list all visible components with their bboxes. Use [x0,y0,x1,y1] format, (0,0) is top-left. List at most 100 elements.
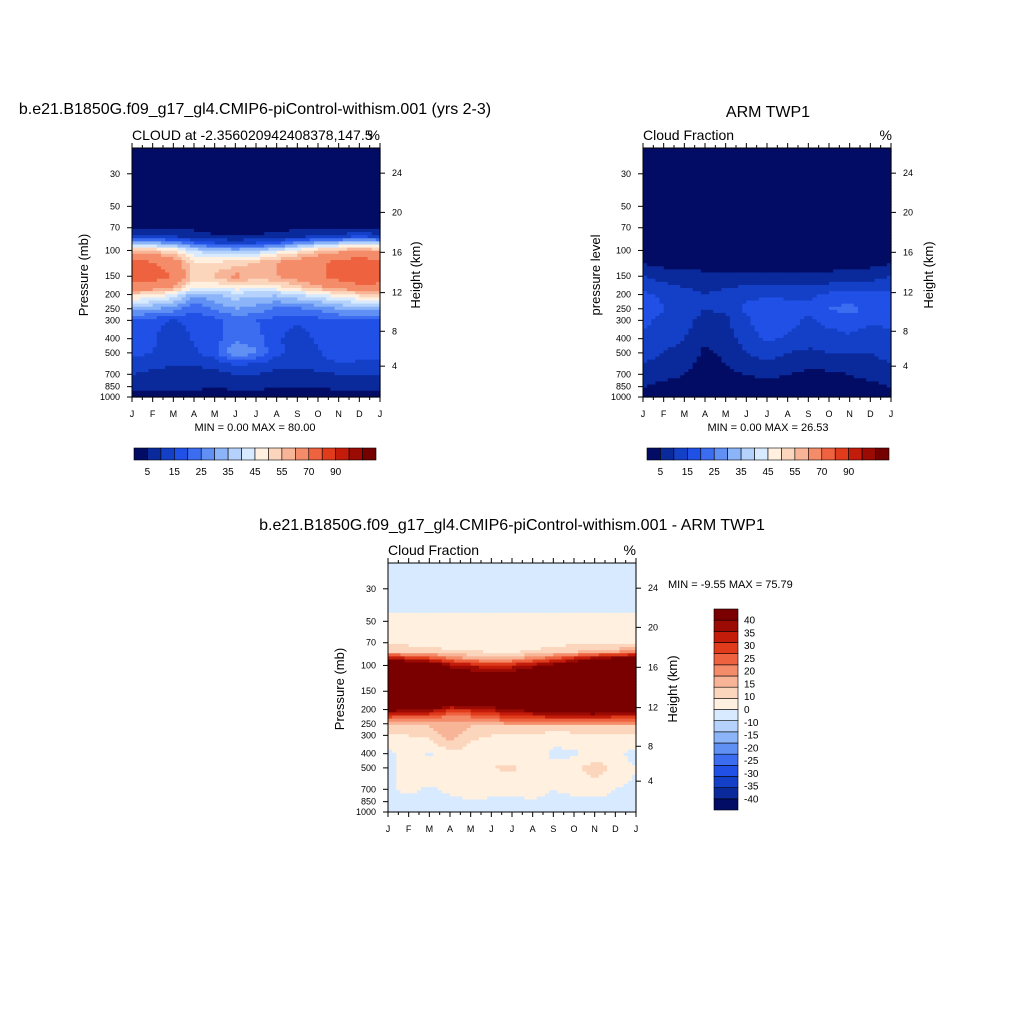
contour-cell [222,179,228,183]
contour-cell [256,176,261,180]
contour-cell [363,275,369,280]
contour-cell [301,316,307,320]
contour-cell [326,344,331,348]
contour-cell [313,219,319,224]
contour-cell [667,148,673,152]
contour-cell [156,207,162,211]
contour-cell [346,219,352,224]
contour-cell [280,303,286,308]
contour-cell [334,278,340,283]
contour-cell [148,272,154,277]
contour-cell [156,247,162,252]
contour-cell [322,191,327,196]
contour-cell [280,154,286,158]
contour-cell [210,179,216,183]
contour-cell [165,244,170,249]
contour-cell [181,169,187,174]
contour-cell [214,219,220,224]
contour-cell [165,250,170,255]
contour-cell [367,322,373,327]
contour-cell [235,319,241,323]
contour-cell [351,362,356,367]
contour-cell [239,325,245,330]
contour-cell [218,356,224,361]
contour-cell [169,312,174,317]
contour-cell [272,185,278,190]
contour-cell [185,365,191,370]
contour-cell [173,194,179,199]
contour-cell [272,241,278,246]
contour-cell [185,232,191,236]
contour-cell [297,278,303,283]
contour-cell [260,188,265,193]
contour-cell [326,235,331,239]
contour-cell [160,256,166,261]
contour-cell [140,300,145,305]
contour-cell [346,260,352,264]
contour-cell [297,222,303,227]
contour-cell [717,148,723,152]
contour-cell [297,269,303,274]
contour-cell [148,362,154,367]
contour-cell [256,216,261,221]
contour-cell [189,216,195,221]
contour-cell [247,390,253,395]
contour-cell [136,194,141,199]
contour-cell [218,331,224,336]
contour-cell [346,297,352,302]
contour-cell [260,334,265,339]
contour-cell [367,157,373,162]
contour-cell [322,219,327,224]
contour-cell [260,222,265,227]
contour-cell [210,225,216,230]
contour-cell [260,157,265,162]
contour-cell [371,191,377,196]
contour-cell [334,219,340,224]
contour-cell [194,393,199,398]
contour-cell [338,244,344,249]
contour-cell [165,172,170,177]
contour-cell [214,375,220,379]
contour-cell [371,244,377,249]
contour-cell [326,225,331,230]
x-tick-label: J [254,409,259,419]
contour-cell [227,166,232,171]
contour-cell [313,157,319,162]
contour-cell [198,235,203,239]
contour-cell [243,260,249,264]
contour-cell [210,393,216,398]
contour-cell [326,334,331,339]
contour-cell [276,247,282,252]
contour-cell [334,191,340,196]
contour-cell [355,300,360,305]
contour-cell [268,250,274,255]
contour-cell [268,235,274,239]
contour-cell [235,368,241,373]
contour-cell [239,284,245,289]
contour-cell [247,272,253,277]
contour-cell [194,272,199,277]
contour-cell [185,172,191,177]
contour-cell [235,219,241,224]
contour-cell [206,353,212,358]
contour-cell [256,241,261,246]
contour-cell [251,322,257,327]
contour-cell [169,284,174,289]
contour-cell [144,185,150,190]
contour-cell [148,375,154,379]
contour-cell [346,378,352,383]
contour-cell [280,297,286,302]
contour-cell [247,163,253,168]
contour-cell [330,368,336,373]
contour-cell [268,294,274,298]
contour-cell [363,272,369,277]
contour-cell [256,325,261,330]
panel-model-stats: MIN = 0.00 MAX = 80.00 [194,422,315,434]
contour-cell [305,191,311,196]
contour-cell [268,260,274,264]
contour-cell [189,250,195,255]
contour-cell [148,372,154,376]
contour-cell [334,228,340,233]
contour-cell [222,306,228,311]
contour-cell [359,148,365,152]
